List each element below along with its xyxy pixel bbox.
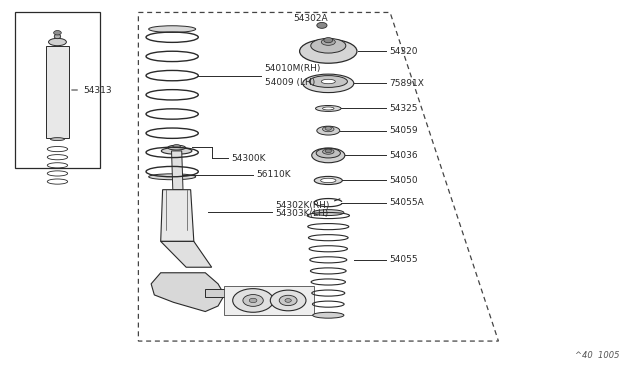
Ellipse shape: [168, 145, 186, 150]
Circle shape: [325, 149, 332, 153]
Polygon shape: [205, 289, 241, 297]
Ellipse shape: [317, 126, 340, 135]
Text: 56110K: 56110K: [256, 170, 291, 179]
Ellipse shape: [173, 145, 180, 148]
Circle shape: [325, 126, 332, 130]
Ellipse shape: [148, 26, 196, 32]
Polygon shape: [161, 190, 194, 241]
Ellipse shape: [314, 176, 342, 185]
Text: 54303K(LH): 54303K(LH): [275, 209, 329, 218]
Ellipse shape: [49, 38, 67, 46]
Text: 54325: 54325: [389, 104, 417, 113]
Ellipse shape: [312, 148, 345, 163]
Ellipse shape: [323, 149, 334, 154]
Ellipse shape: [161, 148, 192, 154]
Ellipse shape: [303, 74, 354, 93]
Text: 54313: 54313: [72, 86, 111, 94]
Text: 54010M(RH): 54010M(RH): [264, 64, 321, 73]
Ellipse shape: [51, 138, 65, 141]
Polygon shape: [225, 286, 314, 315]
Circle shape: [233, 289, 273, 312]
Ellipse shape: [316, 106, 341, 112]
Polygon shape: [46, 46, 69, 138]
Text: 54055A: 54055A: [389, 198, 424, 207]
Ellipse shape: [148, 174, 196, 180]
Text: 54302A: 54302A: [293, 13, 328, 22]
Circle shape: [54, 31, 61, 35]
Circle shape: [249, 298, 257, 303]
Ellipse shape: [323, 107, 334, 110]
Ellipse shape: [313, 312, 344, 318]
Circle shape: [324, 38, 333, 43]
Circle shape: [279, 295, 297, 306]
Text: 54320: 54320: [389, 47, 417, 56]
Text: 54036: 54036: [389, 151, 417, 160]
Text: 54055: 54055: [389, 255, 417, 264]
Ellipse shape: [313, 210, 344, 215]
Ellipse shape: [300, 39, 357, 63]
Text: 75891X: 75891X: [389, 79, 424, 88]
Text: 54050: 54050: [389, 176, 417, 185]
Ellipse shape: [321, 39, 335, 45]
Ellipse shape: [316, 148, 340, 158]
Text: 54302K(RH): 54302K(RH): [275, 201, 330, 210]
Circle shape: [243, 295, 263, 307]
Ellipse shape: [323, 126, 334, 132]
Text: ^40  1005: ^40 1005: [575, 350, 620, 359]
Text: 54009 (LH): 54009 (LH): [264, 78, 315, 87]
Circle shape: [270, 290, 306, 311]
Circle shape: [285, 299, 291, 302]
Ellipse shape: [321, 79, 335, 84]
Polygon shape: [161, 241, 212, 267]
Text: 54059: 54059: [389, 126, 417, 135]
Ellipse shape: [321, 178, 336, 183]
Ellipse shape: [311, 38, 346, 53]
Polygon shape: [151, 273, 225, 311]
Ellipse shape: [309, 76, 348, 87]
Circle shape: [317, 22, 327, 28]
Polygon shape: [172, 151, 183, 190]
Ellipse shape: [54, 34, 61, 39]
Text: 54300K: 54300K: [231, 154, 266, 163]
